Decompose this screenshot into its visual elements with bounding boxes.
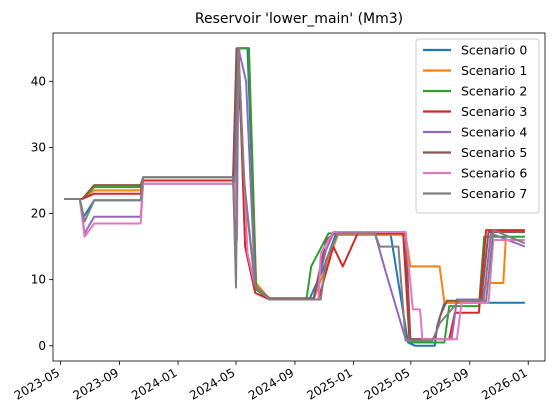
y-tick-label: 30 — [31, 140, 46, 154]
legend-label: Scenario 4 — [461, 125, 527, 140]
series-line-5 — [64, 47, 525, 341]
x-tick-label: 2026-01 — [479, 365, 529, 402]
x-tick-label: 2025-05 — [362, 365, 412, 402]
x-tick-label: 2023-09 — [71, 365, 121, 402]
chart-title: Reservoir 'lower_main' (Mm3) — [195, 11, 403, 27]
plot-frame — [52, 32, 546, 362]
x-tick-label: 2025-09 — [421, 365, 471, 402]
x-tick-label: 2024-09 — [246, 365, 296, 402]
legend-label: Scenario 5 — [461, 145, 527, 160]
series-line-7 — [64, 47, 526, 342]
legend-label: Scenario 7 — [461, 186, 527, 201]
plot-lines — [64, 47, 526, 347]
x-tick-label: 2024-05 — [187, 365, 237, 402]
x-tick-label: 2025-01 — [304, 365, 354, 402]
y-axis: 0 10 20 30 40 — [31, 74, 53, 353]
legend-label: Scenario 1 — [461, 63, 527, 78]
legend: Scenario 0 Scenario 1 Scenario 2 Scenario 3… — [415, 38, 540, 214]
x-tick-label: 2024-01 — [129, 365, 179, 402]
legend-label: Scenario 2 — [461, 84, 527, 99]
y-tick-label: 0 — [38, 339, 46, 353]
legend-label: Scenario 0 — [461, 43, 527, 58]
legend-box — [415, 38, 540, 214]
y-tick-label: 10 — [31, 273, 46, 287]
y-tick-label: 20 — [31, 207, 46, 221]
x-tick-label: 2023-05 — [12, 365, 62, 402]
x-axis: 2023-05 2023-09 2024-01 2024-05 2024-09 2025-… — [12, 361, 530, 403]
y-tick-label: 40 — [31, 74, 46, 88]
legend-label: Scenario 3 — [461, 104, 527, 119]
legend-label: Scenario 6 — [461, 166, 527, 181]
